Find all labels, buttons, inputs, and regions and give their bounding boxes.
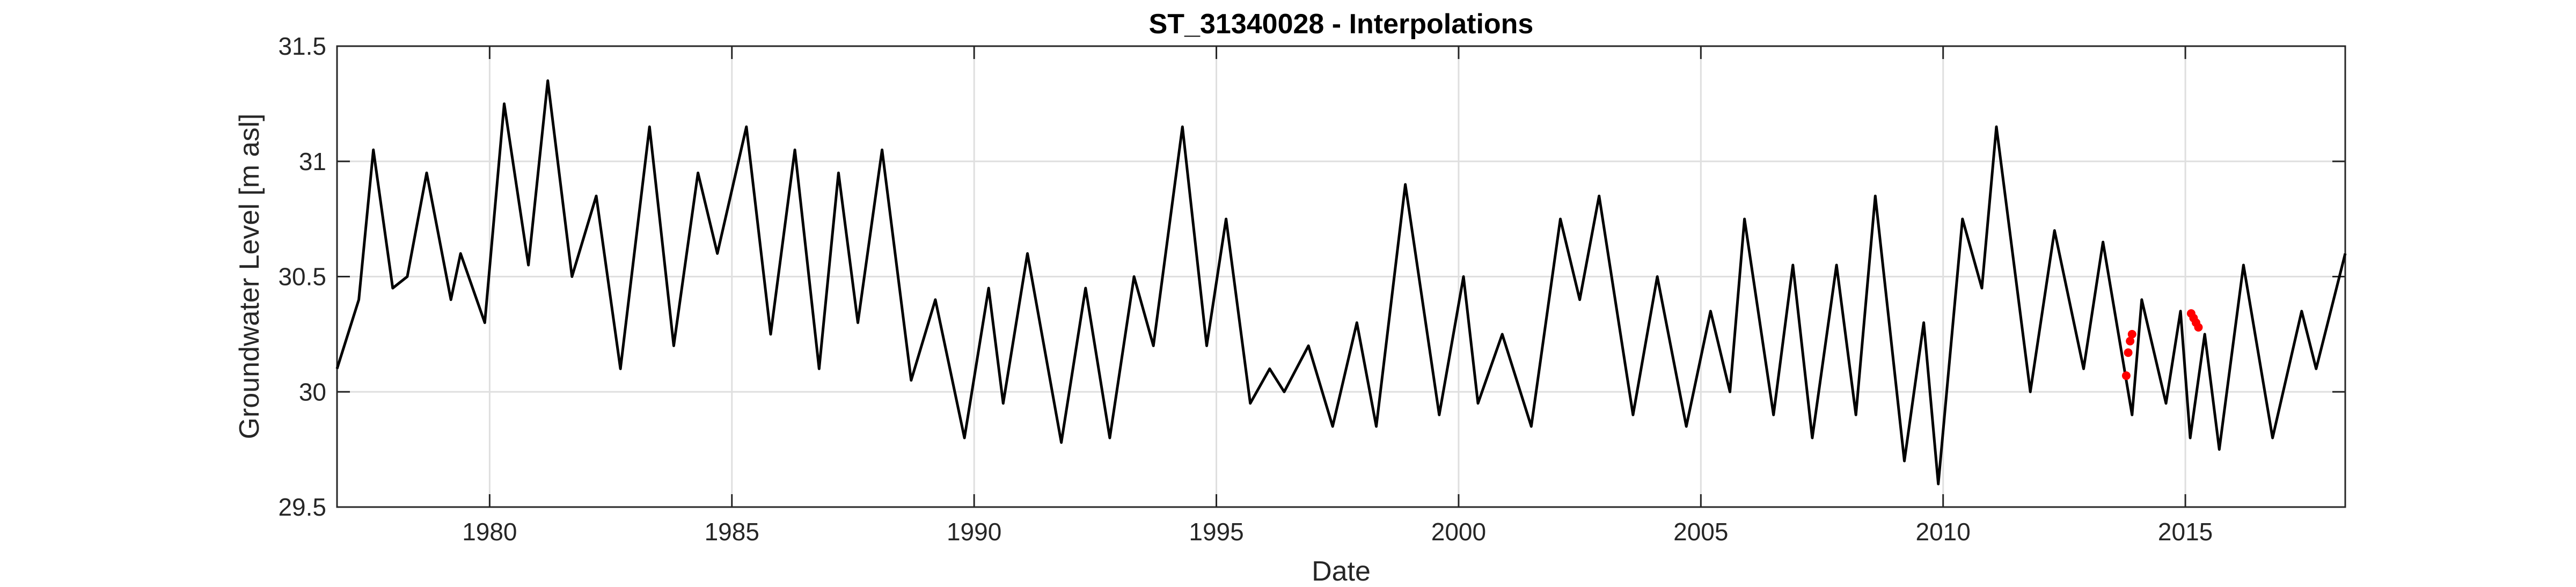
marker [2194,322,2203,332]
x-tick-label: 1995 [1189,518,1243,546]
x-tick-label: 2000 [1431,518,1486,546]
marker [2124,348,2133,357]
x-tick-label: 1985 [705,518,759,546]
x-axis-label: Date [1312,556,1371,587]
marker [2126,336,2135,346]
y-tick-label: 29.5 [278,493,326,521]
x-tick-label: 2015 [2158,518,2213,546]
y-axis-label: Groundwater Level [m asl] [234,114,265,439]
x-tick-label: 1990 [947,518,1001,546]
x-tick-label: 2005 [1673,518,1728,546]
x-tick-label: 2010 [1916,518,1971,546]
chart-title: ST_31340028 - Interpolations [1149,9,1534,40]
x-tick-label: 1980 [462,518,517,546]
data-line [335,79,2347,486]
y-tick-label: 30.5 [278,263,326,291]
marker [2121,371,2131,380]
marker [2127,329,2136,339]
y-tick-label: 31 [299,148,326,175]
plot-frame [336,45,2346,508]
y-tick-label: 31.5 [278,32,326,60]
y-tick-label: 30 [299,378,326,406]
